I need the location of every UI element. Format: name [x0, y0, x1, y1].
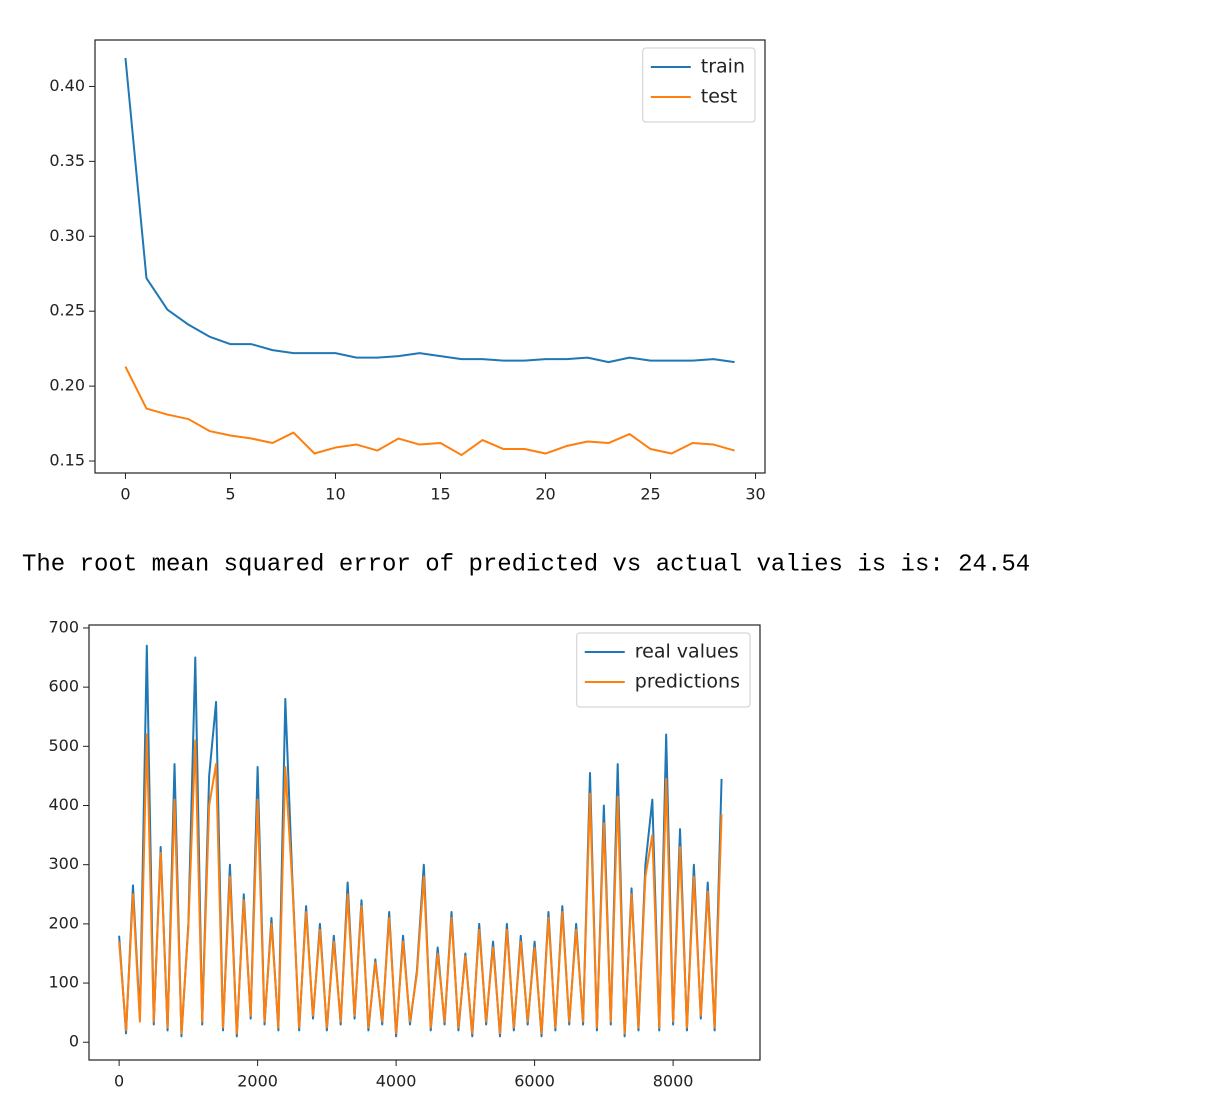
- legend: real values predictions: [576, 632, 751, 708]
- x-tick-label: 30: [745, 485, 765, 504]
- series-line: [124, 57, 735, 364]
- legend: train test: [642, 47, 756, 123]
- y-tick-label: 0.20: [49, 376, 85, 395]
- legend-label: test: [701, 86, 738, 108]
- y-tick-label: 200: [48, 913, 79, 932]
- series-line: [118, 733, 723, 1035]
- series-line: [124, 366, 735, 457]
- y-tick-label: 300: [48, 854, 79, 873]
- y-tick-label: 400: [48, 795, 79, 814]
- y-tick-label: 500: [48, 736, 79, 755]
- plot-frame: [94, 39, 766, 474]
- x-tick-label: 0: [114, 1072, 124, 1091]
- y-tick-label: 600: [48, 677, 79, 696]
- x-tick-label: 6000: [514, 1072, 555, 1091]
- y-tick-label: 0.25: [49, 301, 85, 320]
- y-tick-label: 0.35: [49, 151, 85, 170]
- y-tick-label: 0.30: [49, 226, 85, 245]
- y-tick-label: 100: [48, 973, 79, 992]
- legend-label: real values: [635, 641, 739, 663]
- y-tick-label: 0: [69, 1032, 79, 1051]
- x-tick-label: 2000: [237, 1072, 278, 1091]
- plot-frame: [88, 624, 761, 1061]
- y-tick-label: 0.15: [49, 451, 85, 470]
- x-tick-label: 0: [120, 485, 130, 504]
- x-tick-label: 20: [535, 485, 555, 504]
- legend-label: predictions: [635, 671, 740, 693]
- output-text: The root mean squared error of predicted…: [22, 551, 1030, 578]
- x-tick-label: 25: [640, 485, 660, 504]
- x-tick-label: 4000: [376, 1072, 417, 1091]
- x-tick-label: 5: [225, 485, 235, 504]
- x-tick-label: 8000: [653, 1072, 694, 1091]
- y-tick-label: 0.40: [49, 76, 85, 95]
- y-tick-label: 700: [48, 617, 79, 636]
- x-tick-label: 10: [325, 485, 345, 504]
- x-tick-label: 15: [430, 485, 450, 504]
- legend-label: train: [701, 56, 745, 78]
